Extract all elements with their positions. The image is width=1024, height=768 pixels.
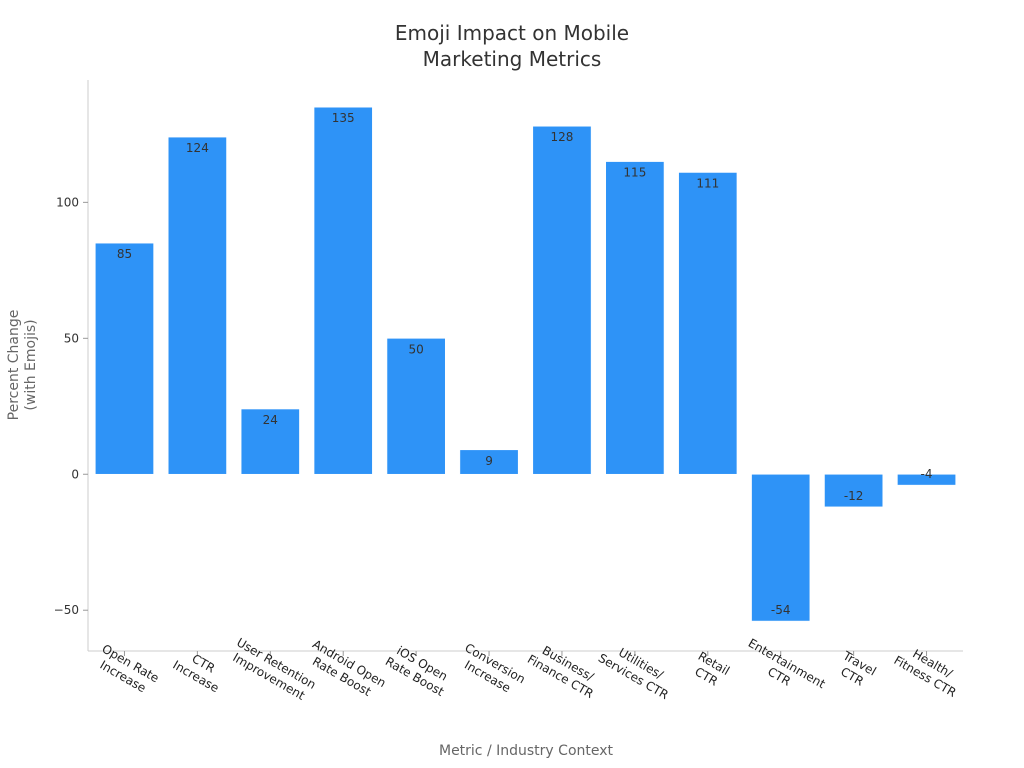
bar — [751, 473, 811, 622]
bar-labels-group: 85 124 24 135 50 9 128 115 111 -54 -12 -4 — [117, 111, 933, 617]
x-tick-label: Open RateIncrease — [92, 642, 161, 699]
bar-value-label: 115 — [623, 166, 646, 180]
x-tick-label-text: RetailCTR — [688, 649, 732, 691]
x-tick-label: EntertainmentCTR — [738, 636, 828, 705]
x-tick-label: TravelCTR — [832, 648, 878, 691]
bar — [240, 408, 300, 475]
y-axis-title-line-1: Percent Change — [6, 310, 22, 421]
x-tick-label: Utilities/Services CTR — [596, 638, 678, 702]
x-tick-label: ConversionIncrease — [455, 641, 528, 700]
y-tick-label: 0 — [71, 467, 79, 481]
bar-value-label: -12 — [844, 489, 864, 503]
y-tick-label: −50 — [54, 603, 79, 617]
x-tick-label-text: User RetentionImprovement — [227, 635, 319, 705]
y-tick-label: 100 — [56, 195, 79, 209]
x-tick-label-text: CTRIncrease — [170, 645, 228, 696]
bar — [532, 125, 592, 475]
x-tick-label-text: TravelCTR — [832, 648, 878, 691]
chart-title-line-2: Marketing Metrics — [423, 47, 602, 71]
bar — [897, 473, 957, 486]
bar-value-label: 24 — [263, 413, 278, 427]
x-tick-label: User RetentionImprovement — [227, 635, 319, 705]
bar — [386, 338, 446, 475]
bar — [605, 161, 665, 475]
x-tick-label: CTRIncrease — [170, 645, 228, 696]
x-tick-label-text: ConversionIncrease — [455, 641, 528, 700]
x-tick-label-text: Health/Fitness CTR — [891, 640, 966, 700]
y-axis-title-line-2: (with Emojis) — [23, 319, 39, 410]
x-tick-label-text: Android OpenRate Boost — [303, 637, 389, 703]
bar-value-label: 85 — [117, 247, 132, 261]
y-axis-title: Percent Change (with Emojis) — [6, 310, 39, 421]
x-tick-label: Business/Finance CTR — [525, 639, 603, 701]
y-axis: −50 0 50 100 — [54, 80, 89, 651]
x-tick-label-text: Open RateIncrease — [92, 642, 161, 699]
x-tick-label: Android OpenRate Boost — [303, 637, 389, 703]
x-tick-label-text: Utilities/Services CTR — [596, 638, 678, 702]
bars-group — [94, 106, 957, 622]
x-axis: Open RateIncrease CTRIncrease User Retenti… — [88, 635, 966, 705]
x-tick-label: Health/Fitness CTR — [891, 640, 966, 700]
bar-value-label: 111 — [696, 176, 719, 190]
x-tick-label-text: EntertainmentCTR — [738, 636, 828, 705]
bar — [824, 473, 884, 508]
bar-value-label: 9 — [485, 454, 493, 468]
bar — [94, 242, 154, 475]
bar — [313, 106, 373, 475]
chart-title-line-1: Emoji Impact on Mobile — [395, 21, 629, 45]
x-tick-label: iOS OpenRate Boost — [383, 641, 454, 699]
x-tick-label-text: Business/Finance CTR — [525, 639, 603, 701]
x-tick-label: RetailCTR — [688, 649, 732, 691]
bar-value-label: -54 — [771, 603, 791, 617]
bar-value-label: -4 — [921, 467, 933, 481]
y-tick-label: 50 — [64, 331, 79, 345]
bar — [459, 449, 519, 475]
x-tick-label-text: iOS OpenRate Boost — [383, 641, 454, 699]
bar-value-label: 135 — [332, 111, 355, 125]
bar-value-label: 128 — [551, 130, 574, 144]
bar-value-label: 50 — [408, 342, 423, 356]
bar — [678, 172, 738, 475]
bar-value-label: 124 — [186, 141, 209, 155]
bar — [167, 136, 227, 475]
x-axis-title: Metric / Industry Context — [439, 743, 614, 759]
